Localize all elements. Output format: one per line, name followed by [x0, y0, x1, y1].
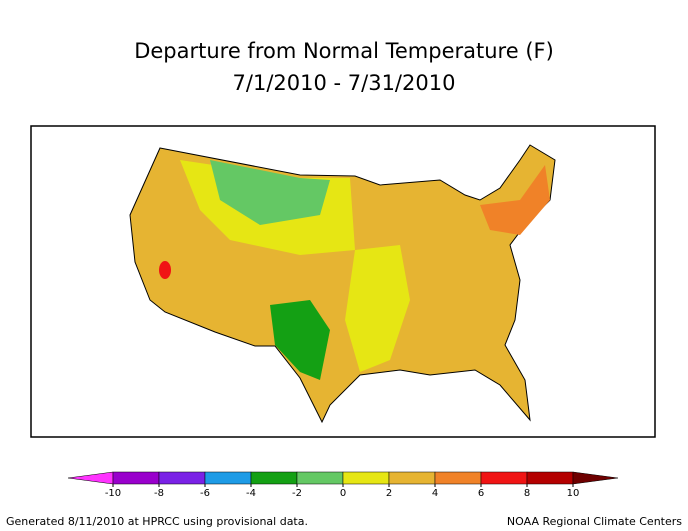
footer-left: Generated 8/11/2010 at HPRCC using provi… [6, 515, 308, 528]
legend-tick-label: 8 [524, 488, 530, 499]
legend-segment [296, 471, 344, 485]
legend-segment [434, 471, 482, 485]
legend-segment [250, 471, 298, 485]
legend-tick-label: -10 [105, 488, 121, 499]
legend-segment [480, 471, 528, 485]
us-map [129, 144, 556, 424]
legend-segment [388, 471, 436, 485]
legend-over-arrow [572, 471, 619, 485]
legend-segment [112, 471, 160, 485]
legend-tick-label: -4 [246, 488, 256, 499]
legend-segment [526, 471, 574, 485]
legend-segment [158, 471, 206, 485]
legend-under-arrow [67, 471, 114, 485]
footer-right: NOAA Regional Climate Centers [507, 515, 682, 528]
legend-tick-label: 2 [386, 488, 392, 499]
legend-segment [342, 471, 390, 485]
legend-segment [204, 471, 252, 485]
legend-tick-label: -8 [154, 488, 164, 499]
legend-tick-label: -6 [200, 488, 210, 499]
legend-tick-label: 4 [432, 488, 438, 499]
map-title: Departure from Normal Temperature (F) [134, 39, 554, 63]
map-subtitle: 7/1/2010 - 7/31/2010 [233, 71, 456, 95]
legend-tick-label: 6 [478, 488, 484, 499]
legend-tick-label: 10 [567, 488, 580, 499]
legend-tick-label: 0 [340, 488, 346, 499]
color-legend: -10 -8 -6 -4 -2 0 2 4 6 8 10 [67, 471, 619, 499]
legend-tick-label: -2 [292, 488, 302, 499]
